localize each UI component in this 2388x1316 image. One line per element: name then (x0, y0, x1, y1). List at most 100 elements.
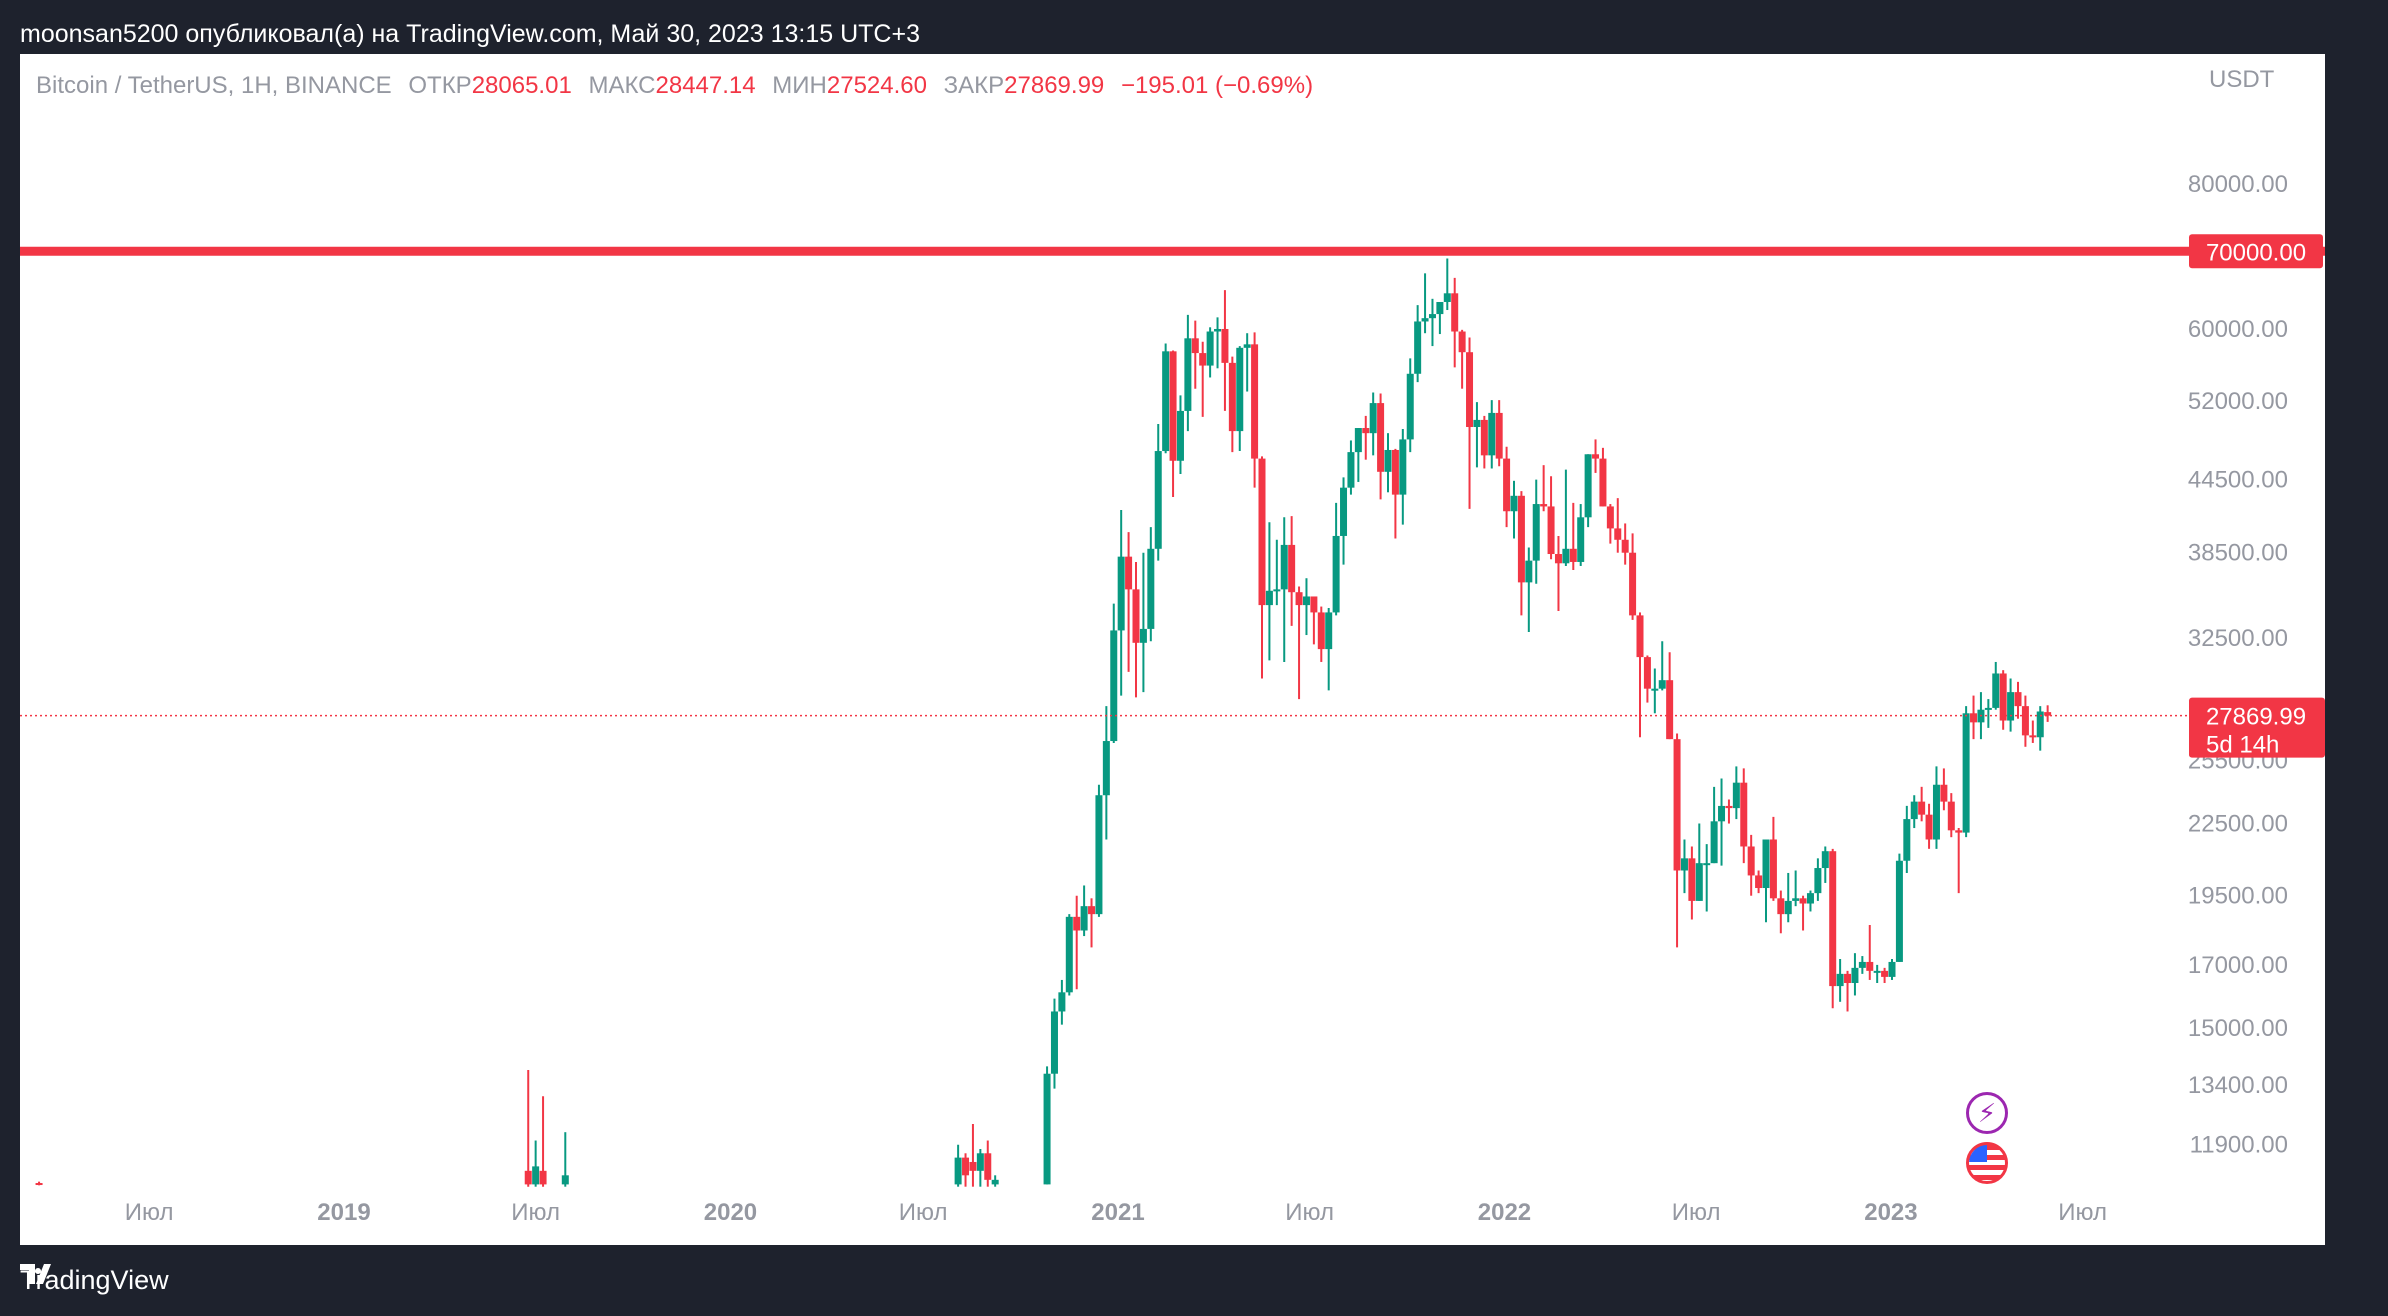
candle-body[interactable] (1214, 328, 1222, 332)
candle-body[interactable] (1643, 657, 1651, 689)
candle-body[interactable] (539, 1170, 547, 1185)
candle-body[interactable] (1414, 321, 1422, 374)
candle-body[interactable] (1888, 961, 1896, 977)
candle-body[interactable] (1984, 707, 1992, 710)
candle-body[interactable] (1769, 839, 1777, 899)
candle-body[interactable] (1473, 419, 1481, 428)
candle-body[interactable] (1325, 612, 1333, 650)
candle-body[interactable] (1836, 973, 1844, 987)
candle-body[interactable] (1191, 338, 1199, 354)
candle-body[interactable] (1532, 504, 1540, 561)
us-flag-event-icon[interactable] (1966, 1142, 2008, 1184)
candle-body[interactable] (1592, 454, 1600, 459)
candle-body[interactable] (2021, 706, 2029, 736)
candle-body[interactable] (1295, 592, 1303, 606)
candle-body[interactable] (1428, 314, 1436, 319)
candle-body[interactable] (1932, 784, 1940, 840)
candle-body[interactable] (1629, 552, 1637, 616)
candle-body[interactable] (1458, 331, 1466, 353)
candle-body[interactable] (1399, 439, 1407, 495)
candle-body[interactable] (561, 1175, 569, 1185)
candle-body[interactable] (1621, 539, 1629, 553)
candle-body[interactable] (1777, 898, 1785, 915)
candle-body[interactable] (1384, 449, 1392, 472)
candle-body[interactable] (1599, 458, 1607, 507)
candle-body[interactable] (1466, 352, 1474, 428)
candle-body[interactable] (1962, 713, 1970, 833)
candle-body[interactable] (1258, 458, 1266, 606)
candle-body[interactable] (1088, 906, 1096, 915)
candle-body[interactable] (1228, 362, 1236, 432)
candle-body[interactable] (1406, 373, 1414, 440)
candle-body[interactable] (1925, 814, 1933, 840)
candle-body[interactable] (1806, 893, 1814, 904)
candle-body[interactable] (954, 1157, 962, 1185)
candle-body[interactable] (1992, 673, 2000, 708)
candle-body[interactable] (1784, 900, 1792, 915)
candle-body[interactable] (2007, 692, 2015, 721)
candle-body[interactable] (1799, 898, 1807, 904)
candle-body[interactable] (2044, 712, 2052, 716)
candle-body[interactable] (1636, 615, 1644, 658)
candle-body[interactable] (1354, 428, 1362, 453)
candle-body[interactable] (1673, 739, 1681, 871)
candle-body[interactable] (1614, 528, 1622, 540)
candlestick-chart[interactable]: 80000.00 60000.00 52000.00 44500.00 38500.00… (20, 54, 2325, 1245)
price-scale-currency[interactable]: USDT (2209, 66, 2275, 93)
candle-body[interactable] (1569, 548, 1577, 562)
candle-body[interactable] (2029, 735, 2037, 738)
candle-body[interactable] (1695, 863, 1703, 901)
candle-body[interactable] (1658, 680, 1666, 689)
candle-body[interactable] (1369, 403, 1377, 434)
candle-body[interactable] (1362, 428, 1370, 434)
candle-body[interactable] (1280, 544, 1288, 590)
candle-body[interactable] (1851, 967, 1859, 984)
candle-body[interactable] (1829, 851, 1837, 987)
candle-body[interactable] (1065, 916, 1073, 993)
candle-body[interactable] (1999, 673, 2007, 721)
candle-body[interactable] (1947, 801, 1955, 831)
candle-body[interactable] (976, 1153, 984, 1171)
candle-body[interactable] (1525, 560, 1533, 583)
candle-body[interactable] (1718, 805, 1726, 822)
candle-body[interactable] (1821, 851, 1829, 869)
candle-body[interactable] (1940, 784, 1948, 802)
candle-body[interactable] (1302, 596, 1310, 606)
candle-body[interactable] (991, 1179, 999, 1185)
candle-body[interactable] (1443, 293, 1451, 302)
candle-body[interactable] (1347, 452, 1355, 488)
candle-body[interactable] (524, 1170, 532, 1185)
candle-body[interactable] (1680, 858, 1688, 871)
candle-body[interactable] (1043, 1073, 1051, 1185)
candle-body[interactable] (2036, 711, 2044, 738)
candle-body[interactable] (1866, 961, 1874, 971)
candle-body[interactable] (1562, 548, 1570, 564)
candle-body[interactable] (1139, 628, 1147, 643)
candle-body[interactable] (1495, 412, 1503, 459)
candle-body[interactable] (1110, 630, 1118, 742)
candle-body[interactable] (1895, 860, 1903, 962)
candle-body[interactable] (1554, 554, 1562, 564)
candle-body[interactable] (1176, 410, 1184, 461)
candle-body[interactable] (1844, 973, 1852, 984)
candle-body[interactable] (1154, 451, 1162, 549)
candle-body[interactable] (1080, 906, 1088, 931)
candle-body[interactable] (1340, 487, 1348, 536)
candle-body[interactable] (1651, 688, 1659, 691)
candle-body[interactable] (1236, 347, 1244, 432)
candle-body[interactable] (1184, 338, 1192, 411)
candle-body[interactable] (1480, 419, 1488, 456)
candle-body[interactable] (35, 1183, 43, 1186)
candle-body[interactable] (1095, 795, 1103, 915)
candle-body[interactable] (1132, 589, 1140, 643)
candle-body[interactable] (1199, 353, 1207, 366)
candle-body[interactable] (1540, 504, 1548, 507)
candle-body[interactable] (1488, 412, 1496, 456)
candle-body[interactable] (1814, 868, 1822, 894)
candle-body[interactable] (1955, 830, 1963, 833)
candle-body[interactable] (1688, 858, 1696, 901)
candle-body[interactable] (1288, 544, 1296, 593)
candle-body[interactable] (1792, 898, 1800, 901)
candle-body[interactable] (1436, 301, 1444, 315)
candle-body[interactable] (1710, 821, 1718, 864)
